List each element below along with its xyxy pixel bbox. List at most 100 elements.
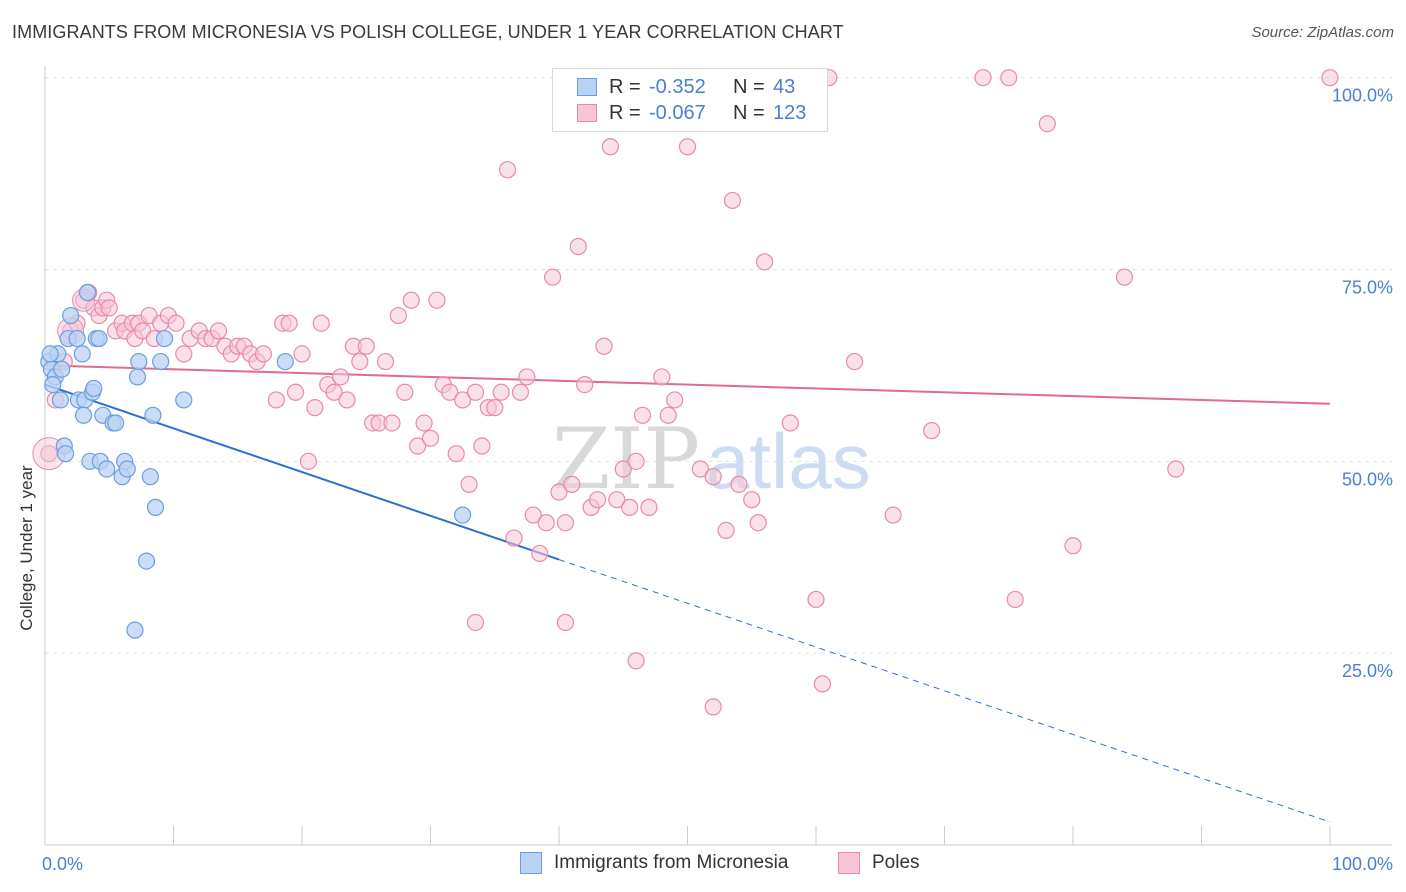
y-tick-label: 75.0%	[1342, 278, 1393, 298]
data-point-micronesia	[107, 414, 125, 432]
data-point-poles	[492, 383, 510, 401]
legend-n-value: 123	[773, 101, 807, 124]
data-point-poles	[293, 345, 311, 363]
data-point-poles	[923, 422, 941, 440]
data-point-poles	[755, 253, 774, 271]
data-point-poles	[376, 352, 395, 371]
data-point-poles	[383, 414, 401, 432]
legend-swatch-blue	[577, 78, 597, 96]
data-point-poles	[306, 399, 324, 417]
trend-line-micronesia	[44, 383, 560, 561]
data-point-poles	[845, 352, 864, 371]
legend-n-label: N =	[733, 75, 765, 98]
trend-line-micronesia-extrapolated	[558, 559, 1331, 823]
data-point-poles	[389, 306, 407, 325]
grid-lines	[45, 77, 1392, 654]
legend-r-value: -0.352	[649, 75, 706, 98]
data-point-micronesia	[85, 379, 103, 398]
data-point-micronesia	[41, 345, 59, 363]
x-tick-label: 0.0%	[42, 854, 83, 874]
data-point-poles	[666, 391, 684, 409]
data-point-poles	[100, 299, 118, 317]
watermark-zip: ZIP	[552, 410, 700, 508]
data-point-poles	[486, 399, 504, 417]
legend-label: Immigrants from Micronesia	[554, 852, 789, 873]
data-point-poles	[267, 391, 285, 409]
series-poles-points	[32, 69, 1339, 716]
data-point-poles	[1321, 69, 1339, 87]
data-point-micronesia	[126, 621, 144, 639]
data-point-poles	[299, 452, 318, 470]
data-point-poles	[531, 544, 549, 563]
data-point-micronesia	[137, 552, 156, 570]
data-point-poles	[595, 337, 613, 355]
data-point-micronesia	[128, 368, 147, 386]
data-point-poles	[621, 498, 639, 516]
trend-line-poles	[44, 364, 1331, 405]
data-point-poles	[167, 314, 185, 332]
data-point-micronesia	[78, 283, 97, 302]
y-tick-label: 100.0%	[1332, 86, 1393, 106]
data-point-poles	[454, 391, 472, 409]
data-point-poles	[518, 368, 536, 386]
legend-r-value: -0.067	[649, 101, 706, 124]
data-point-micronesia	[175, 391, 193, 409]
legend-row-micronesia: R = -0.352 N = 43	[577, 75, 795, 99]
data-point-poles	[415, 414, 433, 432]
data-point-poles	[209, 322, 228, 340]
data-point-micronesia	[141, 468, 159, 486]
legend-swatch-pink	[577, 104, 597, 122]
data-point-micronesia	[146, 498, 165, 516]
data-point-poles	[312, 314, 330, 332]
data-point-poles	[254, 345, 273, 363]
data-point-poles	[717, 521, 735, 539]
data-point-micronesia	[62, 306, 80, 325]
data-point-poles	[1115, 268, 1134, 286]
y-axis-label: College, Under 1 year	[17, 465, 36, 631]
data-point-poles	[447, 445, 465, 463]
legend-item-poles[interactable]: Poles	[838, 852, 920, 874]
data-point-poles	[402, 291, 420, 309]
data-point-poles	[608, 491, 626, 509]
legend-label: Poles	[872, 852, 920, 873]
data-point-poles	[524, 506, 542, 524]
data-point-micronesia	[68, 329, 86, 348]
data-point-micronesia	[44, 376, 62, 394]
data-point-poles	[1038, 115, 1056, 133]
data-point-poles	[640, 498, 658, 516]
data-point-poles	[576, 376, 594, 394]
data-point-poles	[441, 383, 459, 401]
data-point-poles	[1167, 460, 1185, 478]
data-point-micronesia	[53, 360, 71, 378]
data-point-poles	[556, 514, 575, 532]
data-point-poles	[704, 698, 722, 716]
legend-item-micronesia[interactable]: Immigrants from Micronesia	[520, 852, 788, 874]
data-point-poles	[499, 161, 517, 179]
data-point-poles	[749, 514, 767, 532]
y-tick-label: 50.0%	[1342, 469, 1393, 489]
data-point-poles	[331, 368, 350, 386]
data-point-poles	[511, 383, 530, 401]
data-point-micronesia	[98, 460, 116, 478]
data-point-poles	[588, 491, 607, 509]
data-point-poles	[627, 452, 645, 470]
data-point-poles	[473, 437, 491, 455]
data-point-poles	[659, 406, 677, 424]
data-point-poles	[601, 138, 620, 156]
data-point-poles	[723, 191, 742, 210]
data-point-micronesia	[73, 345, 91, 363]
legend-r-label: R =	[609, 75, 641, 98]
data-point-poles	[556, 613, 575, 632]
data-point-poles	[633, 406, 652, 424]
data-point-poles	[280, 314, 298, 332]
data-point-micronesia	[155, 329, 174, 348]
data-point-poles	[743, 491, 761, 509]
legend-n-label: N =	[733, 101, 765, 124]
chart-source: Source: ZipAtlas.com	[1251, 24, 1394, 41]
data-point-poles	[1000, 69, 1018, 87]
data-point-poles	[286, 383, 305, 401]
data-point-poles	[543, 268, 562, 286]
y-tick-label: 25.0%	[1342, 661, 1393, 681]
data-point-micronesia	[152, 352, 170, 371]
data-point-micronesia	[454, 506, 472, 524]
